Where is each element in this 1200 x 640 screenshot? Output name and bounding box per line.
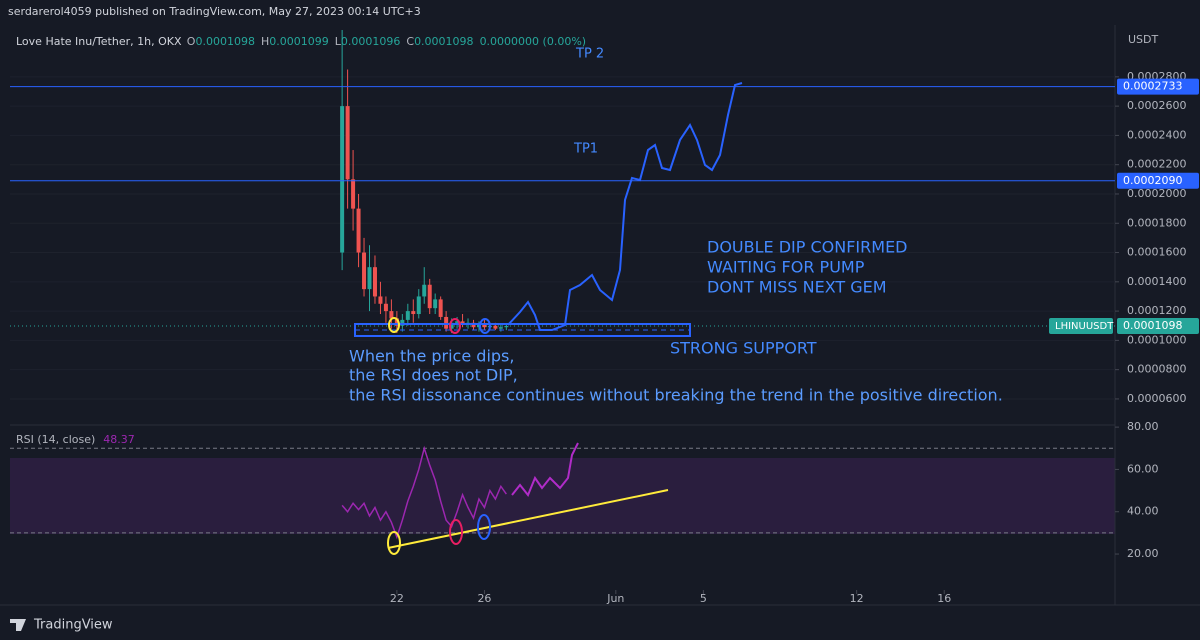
y-tick-label: 80.00 — [1127, 420, 1159, 433]
candle-body — [378, 296, 383, 304]
candle-body — [460, 321, 465, 325]
candle-body — [405, 311, 410, 320]
symbol-tag-label: LHINUUSDT — [1055, 321, 1114, 332]
published: serdarerol4059 published on TradingView.… — [8, 5, 421, 18]
y-tick-label: 0.0001800 — [1127, 216, 1187, 229]
x-tick-label: 26 — [477, 592, 491, 605]
y-tick-label: 0.0001200 — [1127, 304, 1187, 317]
y-tick-label: 0.0001400 — [1127, 275, 1187, 288]
annotation: the RSI dissonance continues without bre… — [349, 386, 1003, 405]
y-tick-label: 0.0000600 — [1127, 392, 1187, 405]
rsi-legend: RSI (14, close) 48.37 — [16, 433, 135, 446]
candle-body — [449, 322, 454, 329]
brand: TradingView — [33, 618, 113, 633]
circle — [387, 531, 401, 555]
annotation: DOUBLE DIP CONFIRMED — [707, 238, 908, 257]
candle-body — [498, 327, 503, 329]
candle-body — [444, 316, 449, 329]
legend: Love Hate Inu/Tether, 1h, OKX O0.0001098 H… — [16, 35, 586, 48]
candle-body — [504, 326, 509, 328]
annotation: the RSI does not DIP, — [349, 366, 518, 385]
candle-body — [455, 321, 460, 323]
candle-body — [433, 299, 438, 309]
candle-body — [427, 284, 432, 309]
annotation: TP 2 — [575, 47, 604, 62]
y-tick-label: 0.0002400 — [1127, 128, 1187, 141]
candle-body — [411, 311, 416, 315]
circle — [479, 318, 491, 334]
annotation: DONT MISS NEXT GEM — [707, 278, 887, 297]
circle — [449, 318, 461, 334]
candle-body — [482, 324, 487, 328]
axis-unit: USDT — [1128, 33, 1159, 46]
x-tick-label: 5 — [700, 592, 707, 605]
brand-logo — [10, 619, 26, 631]
plot — [10, 30, 1115, 540]
rsi-band-fill — [10, 458, 1115, 534]
price-tag-label: 0.0002733 — [1123, 80, 1183, 93]
candle-body — [340, 106, 345, 253]
y-tick-label: 0.0001600 — [1127, 246, 1187, 259]
price-tag — [1117, 172, 1199, 189]
y-tick-label: 60.00 — [1127, 462, 1159, 475]
rsi-trendline — [387, 489, 669, 549]
candle-body — [362, 252, 367, 290]
x-tick-label: 12 — [850, 592, 864, 605]
candle-body — [400, 319, 405, 326]
price-tag — [1117, 78, 1199, 95]
annotation: STRONG SUPPORT — [670, 339, 817, 358]
y-tick-label: 0.0002000 — [1127, 187, 1187, 200]
annotation: When the price dips, — [349, 347, 514, 366]
candle-body — [389, 311, 394, 319]
x-tick-label: 16 — [937, 592, 951, 605]
y-tick-label: 0.0002200 — [1127, 158, 1187, 171]
circle — [477, 514, 491, 540]
drawings — [354, 82, 743, 555]
circle — [388, 317, 400, 333]
price-tag — [1117, 318, 1199, 335]
annotation: WAITING FOR PUMP — [707, 258, 865, 277]
candle-body — [493, 325, 498, 329]
rsi-projection — [511, 442, 579, 497]
candle-body — [394, 318, 399, 326]
candle-body — [438, 299, 443, 317]
projection-path — [507, 82, 743, 331]
y-tick-label: 0.0000800 — [1127, 363, 1187, 376]
candle-body — [372, 267, 377, 297]
rsi-line — [341, 445, 507, 540]
candle-body — [476, 324, 481, 328]
x-tick-label: 22 — [390, 592, 404, 605]
symbol-tag — [1049, 318, 1113, 335]
annotation: TP1 — [573, 142, 598, 157]
candle-body — [356, 208, 361, 253]
candle-body — [422, 284, 427, 297]
candle-body — [345, 106, 350, 180]
candle-body — [351, 179, 356, 209]
y-tick-label: 0.0001000 — [1127, 333, 1187, 346]
price-tag-label: 0.0001098 — [1123, 319, 1183, 332]
y-tick-label: 20.00 — [1127, 547, 1159, 560]
candle-body — [367, 267, 372, 290]
candle-body — [471, 322, 476, 328]
candle-body — [416, 296, 421, 315]
y-tick-label: 40.00 — [1127, 505, 1159, 518]
candle-body — [383, 303, 388, 312]
y-tick-label: 0.0002600 — [1127, 99, 1187, 112]
price-tag-label: 0.0002090 — [1123, 174, 1183, 187]
x-tick-label: Jun — [606, 592, 624, 605]
circle — [449, 519, 463, 545]
